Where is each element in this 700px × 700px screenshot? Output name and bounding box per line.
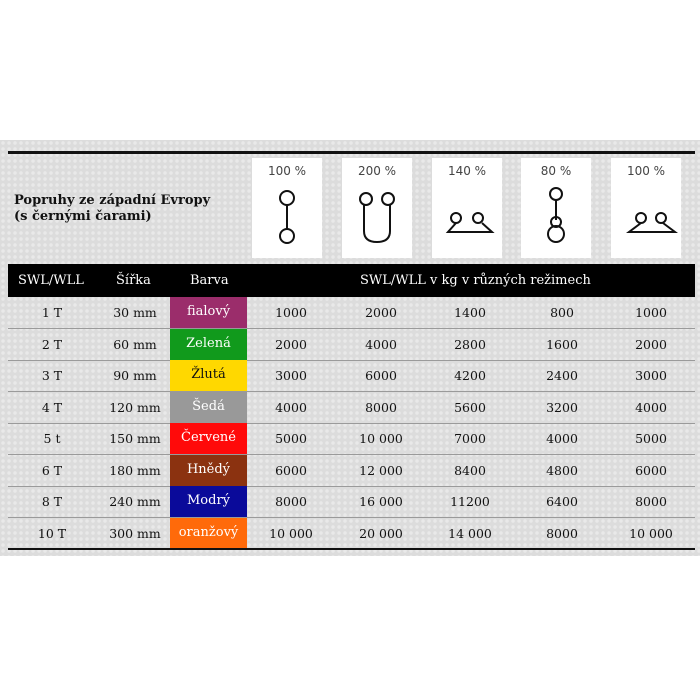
load-value: 4200 — [454, 368, 486, 383]
basket-wide-angle-lift-icon — [626, 212, 678, 233]
color-cell: Hnědý — [170, 454, 247, 486]
load-value: 5600 — [454, 399, 486, 415]
title-line-2: (s černými čarami) — [14, 209, 152, 224]
swl-cell: 6 T — [41, 462, 63, 478]
load-value: 16 000 — [359, 494, 403, 509]
color-cell: fialový — [170, 297, 247, 328]
header-modes: SWL/WLL v kg v různých režimech — [360, 273, 591, 288]
load-value: 2000 — [365, 305, 397, 320]
top-divider — [8, 151, 695, 154]
basket-lift-icon — [359, 192, 395, 244]
table-row: 6 T 180 mm Hnědý 6000 12 000 8400 4800 6000 — [8, 454, 695, 487]
load-value: 4000 — [365, 336, 397, 352]
table-title: Popruhy ze západní Evropy (s černými čar… — [14, 193, 210, 225]
load-value: 800 — [550, 305, 574, 320]
vertical-lift-icon — [279, 190, 295, 244]
swl-cell: 8 T — [41, 494, 63, 509]
load-value: 2000 — [635, 336, 667, 352]
width-cell: 60 mm — [113, 336, 157, 352]
load-value: 4800 — [546, 462, 578, 478]
table-row: 2 T 60 mm Zelená 2000 4000 2800 1600 2000 — [8, 328, 695, 361]
swl-cell: 1 T — [41, 305, 63, 320]
mode-percent: 80 % — [540, 164, 572, 178]
load-value: 10 000 — [629, 525, 673, 541]
load-value: 20 000 — [359, 525, 403, 541]
width-cell: 240 mm — [109, 494, 161, 509]
mode-percent: 200 % — [357, 164, 397, 178]
load-value: 8000 — [635, 494, 667, 509]
color-cell: Zelená — [170, 328, 247, 360]
load-value: 4000 — [635, 399, 667, 415]
load-value: 8000 — [365, 399, 397, 415]
width-cell: 30 mm — [113, 305, 157, 320]
swl-cell: 10 T — [37, 525, 67, 541]
table-header: SWL/WLL Šířka Barva SWL/WLL v kg v různý… — [8, 264, 695, 297]
color-cell: oranžový — [170, 517, 247, 549]
swl-cell: 5 t — [43, 431, 61, 446]
swl-cell: 3 T — [41, 368, 63, 383]
table-row: 3 T 90 mm Žlutá 3000 6000 4200 2400 3000 — [8, 360, 695, 392]
header-swl: SWL/WLL — [18, 273, 84, 288]
load-value: 8400 — [454, 462, 486, 478]
header-color: Barva — [190, 273, 229, 288]
load-value: 4000 — [546, 431, 578, 446]
load-value: 3200 — [546, 399, 578, 415]
bottom-divider — [8, 548, 695, 550]
load-value: 1600 — [546, 336, 578, 352]
choker-lift-icon — [547, 187, 565, 243]
load-value: 5000 — [275, 431, 307, 446]
width-cell: 150 mm — [109, 431, 161, 446]
load-value: 1000 — [275, 305, 307, 320]
color-cell: Žlutá — [170, 360, 247, 391]
title-line-1: Popruhy ze západní Evropy — [14, 193, 211, 208]
swl-cell: 4 T — [41, 399, 63, 415]
load-value: 1400 — [454, 305, 486, 320]
mode-card: 100 % — [252, 158, 322, 258]
mode-percent: 140 % — [447, 164, 487, 178]
color-cell: Červené — [170, 423, 247, 454]
table-row: 10 T 300 mm oranžový 10 000 20 000 14 000 80… — [8, 517, 695, 549]
width-cell: 300 mm — [109, 525, 161, 541]
mode-card: 80 % — [521, 158, 591, 258]
load-value: 8000 — [546, 525, 578, 541]
load-value: 11200 — [450, 494, 490, 509]
swl-cell: 2 T — [41, 336, 63, 352]
load-value: 1000 — [635, 305, 667, 320]
header-width: Šířka — [116, 273, 151, 288]
load-value: 3000 — [635, 368, 667, 383]
load-value: 2000 — [275, 336, 307, 352]
mode-card: 100 % — [611, 158, 681, 258]
mode-card: 200 % — [342, 158, 412, 258]
color-cell: Šedá — [170, 391, 247, 423]
load-value: 6000 — [275, 462, 307, 478]
basket-angle-lift-icon — [445, 212, 495, 233]
table-row: 5 t 150 mm Červené 5000 10 000 7000 4000 5000 — [8, 423, 695, 455]
load-value: 5000 — [635, 431, 667, 446]
color-cell: Modrý — [170, 486, 247, 517]
load-value: 12 000 — [359, 462, 403, 478]
load-value: 6400 — [546, 494, 578, 509]
mode-percent: 100 % — [267, 164, 307, 178]
load-value: 8000 — [275, 494, 307, 509]
load-value: 6000 — [365, 368, 397, 383]
load-value: 7000 — [454, 431, 486, 446]
load-value: 2400 — [546, 368, 578, 383]
load-value: 3000 — [275, 368, 307, 383]
load-value: 6000 — [635, 462, 667, 478]
load-value: 10 000 — [269, 525, 313, 541]
load-value: 4000 — [275, 399, 307, 415]
table-row: 4 T 120 mm Šedá 4000 8000 5600 3200 4000 — [8, 391, 695, 424]
load-value: 2800 — [454, 336, 486, 352]
table-row: 1 T 30 mm fialový 1000 2000 1400 800 1000 — [8, 297, 695, 329]
width-cell: 90 mm — [113, 368, 157, 383]
load-value: 14 000 — [448, 525, 492, 541]
mode-card: 140 % — [432, 158, 502, 258]
table-row: 8 T 240 mm Modrý 8000 16 000 11200 6400 8000 — [8, 486, 695, 518]
load-value: 10 000 — [359, 431, 403, 446]
width-cell: 120 mm — [109, 399, 161, 415]
width-cell: 180 mm — [109, 462, 161, 478]
mode-percent: 100 % — [626, 164, 666, 178]
